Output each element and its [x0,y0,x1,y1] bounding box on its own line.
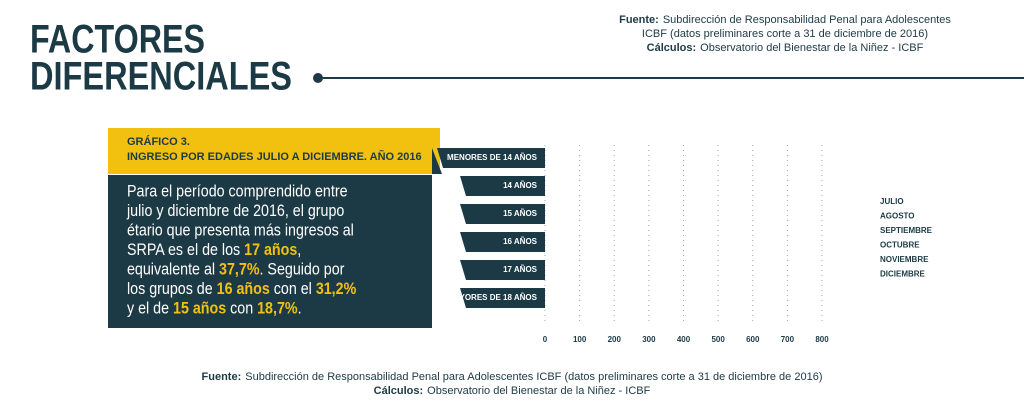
legend-label: OCTUBRE [880,241,920,250]
x-tick-label: 600 [746,335,760,344]
x-tick-label: 800 [815,335,829,344]
y-tick-label: 17 AÑOS [503,265,538,274]
text: con el [270,280,316,298]
y-tick-label: MENORES DE 14 AÑOS [447,153,538,162]
paragraph-line: Para el período comprendido entre [127,182,348,200]
category-tab [460,176,545,196]
rule-dot [313,73,323,83]
source-line: Fuente: Subdirección de Responsabilidad P… [202,371,823,383]
y-tick-label: 14 AÑOS [503,181,538,190]
x-tick-label: 0 [543,335,548,344]
text: étario que presenta más ingresos al [127,221,354,239]
highlight: 18,7% [257,299,298,317]
text: . Seguido por [260,260,345,278]
x-tick-label: 100 [573,335,587,344]
source-text: Observatorio del Bienestar de la Niñez -… [427,385,650,397]
y-tick-label: MAYORES DE 18 AÑOS [448,293,538,302]
category-tab [460,232,545,252]
category-tab [460,288,545,308]
x-tick-label: 300 [642,335,656,344]
x-tick-label: 400 [677,335,691,344]
graphic-label: GRÁFICO 3. [127,135,190,148]
text: , [297,241,301,259]
graphic-title: INGRESO POR EDADES JULIO A DICIEMBRE. AÑ… [127,150,422,163]
category-tab [460,204,545,224]
text: equivalente al [127,260,219,278]
title-line: DIFERENCIALES [30,55,292,99]
highlight: 17 años [244,241,297,259]
category-tab [437,148,545,168]
text: con [226,299,257,317]
text: . [298,299,302,317]
source-line: Cálculos: Observatorio del Bienestar de l… [374,385,651,397]
y-tick-label: 15 AÑOS [503,209,538,218]
graphic-header-box [108,128,440,174]
highlight: 15 años [173,299,226,317]
source-label: Cálculos: [374,385,424,397]
category-tab [460,260,545,280]
y-tick-label: 16 AÑOS [503,237,538,246]
text: julio y diciembre de 2016, el grupo [126,202,345,220]
paragraph-line: étario que presenta más ingresos al [127,221,354,239]
text: los grupos de [127,280,217,298]
source-text: ICBF (datos preliminares corte a 31 de d… [642,28,928,40]
x-tick-label: 700 [781,335,795,344]
fold [432,148,442,174]
legend-label: DICIEMBRE [880,270,926,279]
text: y el de [127,299,173,317]
source-text: Subdirección de Responsabilidad Penal pa… [663,14,952,26]
legend-label: AGOSTO [880,212,915,221]
highlight: 37,7% [219,260,260,278]
paragraph-line: y el de 15 años con 18,7%. [127,299,302,317]
source-label: Fuente: [202,371,242,383]
paragraph: Para el período comprendido entre julio y… [126,182,356,317]
text: SRPA es el de los [127,241,244,259]
source-label: Cálculos: [647,42,697,54]
text: Para el período comprendido entre [127,182,348,200]
paragraph-line: los grupos de 16 años con el 31,2% [127,280,356,298]
paragraph-line: julio y diciembre de 2016, el grupo [126,202,345,220]
legend-label: SEPTIEMBRE [880,226,933,235]
legend-label: NOVIEMBRE [880,255,929,264]
legend-label: JULIO [880,197,904,206]
source-line: Cálculos: Observatorio del Bienestar de l… [647,42,924,54]
source-line: ICBF (datos preliminares corte a 31 de d… [642,28,928,40]
source-text: Observatorio del Bienestar de la Niñez -… [700,42,923,54]
x-tick-label: 200 [608,335,622,344]
text-panel [108,175,432,328]
paragraph-line: equivalente al 37,7%. Seguido por [127,260,344,278]
title-line: FACTORES [30,18,205,62]
source-text: Subdirección de Responsabilidad Penal pa… [245,371,822,383]
x-tick-label: 500 [711,335,725,344]
highlight: 31,2% [316,280,357,298]
source-label: Fuente: [619,14,659,26]
paragraph-line: SRPA es el de los 17 años, [127,241,301,259]
source-line: Fuente: Subdirección de Responsabilidad P… [619,14,951,26]
highlight: 16 años [217,280,270,298]
